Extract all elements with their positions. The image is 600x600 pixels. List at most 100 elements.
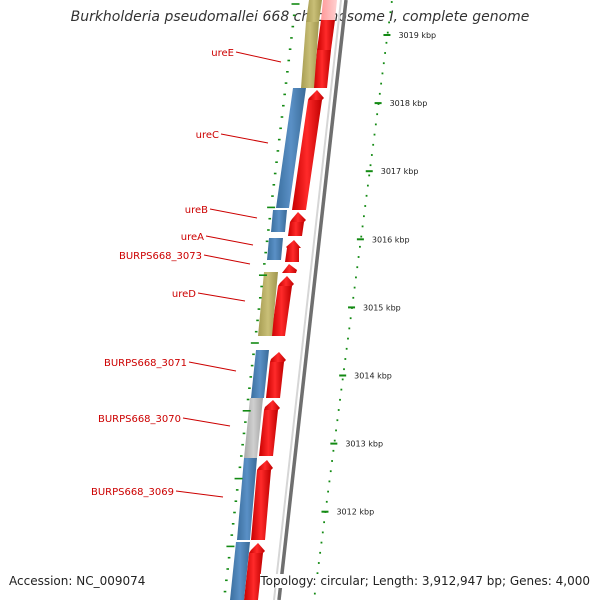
scale-dot xyxy=(317,562,320,564)
cds-forward xyxy=(317,20,335,50)
scale-dot xyxy=(360,235,363,238)
gene-label: BURPS668_3070 xyxy=(98,414,181,425)
gene-leader-line xyxy=(182,417,231,427)
scale-dot xyxy=(373,133,376,136)
scale-dot xyxy=(380,82,383,85)
cog-block xyxy=(244,398,263,458)
cog-block xyxy=(301,22,319,88)
cog-block xyxy=(258,272,278,336)
cds-forward xyxy=(313,50,331,88)
cds-forward xyxy=(270,352,286,362)
scale-dot xyxy=(389,11,392,14)
gene-leader-line xyxy=(175,490,224,498)
scale-dot xyxy=(344,358,347,360)
scale-labels: 3019 kbp 3018 kbp 3017 kbp 3016 kbp 3015 kbp… xyxy=(321,31,436,517)
accession-text: Accession: NC_009074 xyxy=(9,574,146,588)
scale-dot xyxy=(355,276,357,279)
scale-dot xyxy=(364,205,367,207)
scale-dot xyxy=(316,572,319,575)
cds-forward xyxy=(290,212,306,222)
scale-dot xyxy=(320,541,323,544)
summary-text: Topology: circular; Length: 3,912,947 bp… xyxy=(260,574,590,588)
cds-forward xyxy=(259,410,278,456)
scale-dot xyxy=(328,480,331,483)
map-title: Burkholderia pseudomallei 668 chromosome… xyxy=(70,9,530,25)
scale-dot xyxy=(345,347,348,350)
scale-dot xyxy=(370,154,373,156)
scale-dot xyxy=(369,164,372,167)
scale-dot xyxy=(319,551,322,554)
gene-label: ureA xyxy=(181,232,204,243)
cog-block xyxy=(306,0,322,22)
gene-label: ureE xyxy=(211,48,234,59)
scale-dot xyxy=(352,296,355,299)
gene-leader-line xyxy=(235,51,282,63)
gene-leader-line xyxy=(197,292,246,302)
cds-forward xyxy=(257,460,273,470)
scale-dot xyxy=(372,143,375,146)
cog-block xyxy=(267,238,283,260)
scale-dot xyxy=(321,531,324,534)
cog-category-ring xyxy=(230,0,322,600)
backbone xyxy=(273,0,348,600)
scale-dot xyxy=(378,92,381,95)
scale-dot xyxy=(384,52,387,54)
scale-dot xyxy=(381,72,384,75)
cog-block xyxy=(271,210,287,232)
gene-label: ureC xyxy=(196,130,219,141)
scale-dot xyxy=(336,419,339,422)
scale-dot xyxy=(361,225,364,228)
forward-strand-cds xyxy=(244,0,337,600)
scale-dot xyxy=(359,245,361,248)
cog-block xyxy=(237,458,257,540)
scale-dot xyxy=(340,388,343,391)
cds-forward xyxy=(244,553,263,600)
cds-forward xyxy=(271,286,292,336)
scale-dot xyxy=(356,266,359,269)
cds-forward xyxy=(285,240,301,262)
scale-dot xyxy=(349,317,352,320)
inner-tick-track xyxy=(223,3,300,593)
cog-block xyxy=(251,350,269,398)
scale-tick-label: 3012 kbp xyxy=(336,508,374,517)
cds-forward xyxy=(308,90,324,100)
gene-label: BURPS668_3069 xyxy=(91,487,174,498)
cds-forward xyxy=(292,100,322,210)
scale-dot xyxy=(376,113,379,116)
scale-dot xyxy=(333,439,336,442)
scale-dot xyxy=(362,215,365,218)
gene-leader-line xyxy=(203,254,251,265)
scale-dot xyxy=(329,470,332,473)
scale-dot xyxy=(332,449,335,452)
scale-dot xyxy=(327,490,329,493)
cog-block xyxy=(230,542,250,600)
scale-tick-label: 3018 kbp xyxy=(390,99,428,108)
scale-dot xyxy=(337,409,340,411)
scale-tick-label: 3015 kbp xyxy=(363,303,401,312)
scale-dot xyxy=(357,256,360,258)
scale-tick-label: 3014 kbp xyxy=(354,372,392,381)
scale-tick-label: 3013 kbp xyxy=(345,440,383,449)
scale-dot xyxy=(385,41,388,44)
cog-block xyxy=(276,88,306,208)
gene-label: ureB xyxy=(185,205,208,216)
cds-forward xyxy=(266,362,284,398)
scale-tick-label: 3017 kbp xyxy=(381,167,419,176)
scale-dot xyxy=(386,31,389,34)
scale-dot xyxy=(368,174,371,177)
scale-dot xyxy=(390,1,393,3)
scale-tick-label: 3016 kbp xyxy=(372,235,410,244)
scale-tick-label: 3019 kbp xyxy=(398,31,436,40)
gene-leader-line xyxy=(220,133,269,144)
scale-dot xyxy=(382,62,385,65)
scale-dot xyxy=(353,286,356,289)
scale-dot xyxy=(366,184,369,187)
gene-label: ureD xyxy=(172,289,196,300)
cds-forward xyxy=(251,470,271,540)
gene-leader-line xyxy=(205,235,254,246)
scale-dot xyxy=(313,592,316,595)
scale-dot xyxy=(374,123,377,126)
scale-dot xyxy=(325,500,328,503)
cds-forward xyxy=(249,543,265,553)
